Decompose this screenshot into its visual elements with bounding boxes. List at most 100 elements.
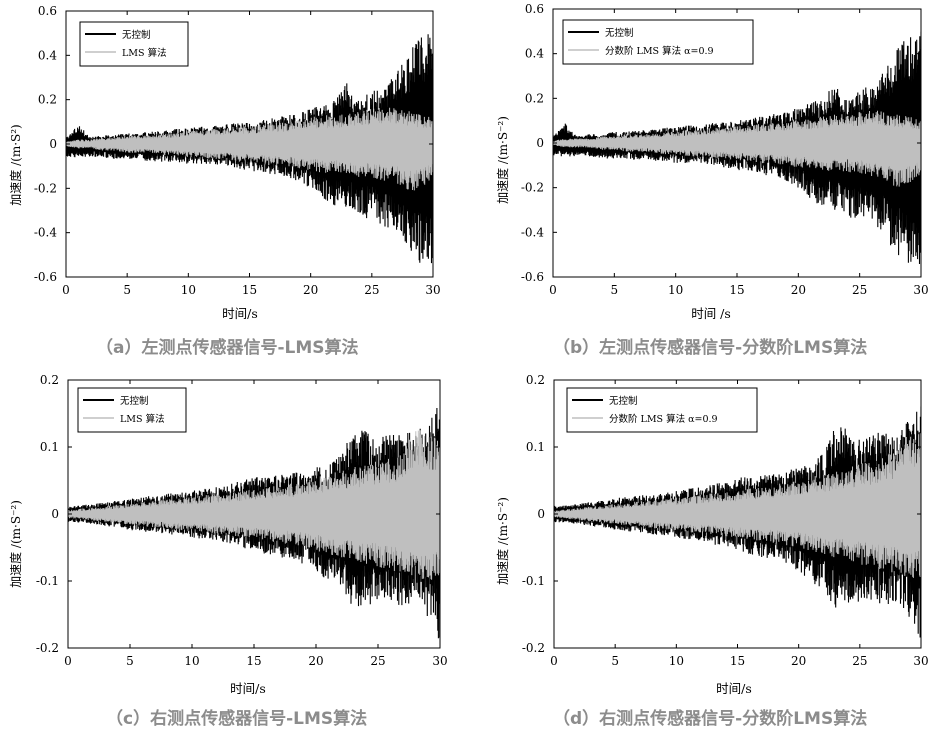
chart-d: 0 5 10 15 20 25 30 0.2 0.1 0 -0.1 -0.2 时间/s 加速度 /(m·S…: [495, 373, 929, 696]
y-tick-label: 0.4: [38, 48, 57, 62]
chart-a: 0 5 10 15 20 25 30 0.6 0.4 0.2 0 -0.2 -0.4 -0.6 时间/s 加速…: [8, 4, 441, 321]
legend-box: [79, 21, 189, 67]
y-tick-label: 0: [49, 137, 57, 151]
series-uncontrolled-line: [66, 34, 433, 264]
plot-area: [68, 407, 440, 639]
x-tick-label: 10: [668, 283, 683, 297]
y-tick-label: 0: [537, 507, 545, 521]
y-tick-label: 0.2: [525, 91, 544, 105]
y-axis-label: 加速度 /(m·S⁻²): [495, 116, 510, 204]
plot-area: [554, 406, 921, 638]
legend-label: LMS 算法: [122, 47, 167, 59]
series-uncontrolled-line: [68, 407, 440, 639]
x-tick-label: 25: [364, 283, 379, 297]
y-tick-label: -0.1: [36, 574, 59, 588]
y-tick-label: 0.2: [38, 93, 57, 107]
y-tick-label: 0.6: [38, 4, 57, 18]
chart-panel-a: 0 5 10 15 20 25 30 0.6 0.4 0.2 0 -0.2 -0.4 -0.6 时间/s 加速…: [0, 0, 467, 366]
y-tick-label: -0.4: [521, 225, 545, 239]
x-tick-label: 25: [852, 283, 867, 297]
chart-panel-d: 0 5 10 15 20 25 30 0.2 0.1 0 -0.1 -0.2 时间/s 加速度 /(m·S…: [467, 366, 934, 732]
x-tick-label: 30: [425, 283, 440, 297]
x-tick-label: 5: [611, 283, 619, 297]
y-tick-label: 0.2: [526, 373, 545, 387]
legend-label: 无控制: [120, 395, 149, 407]
x-tick-label: 10: [181, 283, 196, 297]
chart-panel-c: 0 5 10 15 20 25 30 0.2 0.1 0 -0.1 -0.2 时间/s 加速度 /(m·S…: [0, 366, 467, 732]
x-tick-label: 30: [913, 654, 928, 668]
chart-b: 0 5 10 15 20 25 30 0.6 0.4 0.2 0 -0.2 -0.4 -0.6 时间 /s 加…: [495, 2, 929, 321]
x-tick-label: 30: [432, 654, 447, 668]
y-tick-label: 0.6: [525, 2, 544, 16]
y-tick-label: -0.4: [34, 226, 58, 240]
legend-box: [77, 387, 187, 433]
x-tick-label: 15: [246, 654, 261, 668]
legend-box: [562, 19, 754, 65]
x-tick-label: 0: [64, 654, 72, 668]
x-tick-label: 30: [913, 283, 928, 297]
legend-label: 分数阶 LMS 算法 α=0.9: [605, 45, 714, 57]
plot-area: [553, 31, 921, 265]
x-tick-label: 25: [370, 654, 385, 668]
series-controlled-line: [553, 110, 921, 187]
legend-label: 无控制: [609, 395, 638, 407]
y-tick-label: 0.4: [525, 47, 544, 61]
x-tick-label: 15: [729, 283, 744, 297]
caption-d: （d）右测点传感器信号-分数阶LMS算法: [553, 709, 868, 729]
y-tick-label: -0.2: [522, 641, 545, 655]
y-tick-label: -0.1: [522, 574, 545, 588]
y-axis-label: 加速度 /(m·S⁻²): [495, 497, 510, 585]
x-tick-label: 5: [126, 654, 134, 668]
y-tick-label: 0: [536, 136, 544, 150]
x-tick-label: 0: [550, 654, 558, 668]
caption-a: （a）左测点传感器信号-LMS算法: [96, 338, 359, 358]
y-tick-label: 0: [51, 507, 59, 521]
x-tick-label: 10: [184, 654, 199, 668]
y-tick-label: -0.2: [34, 181, 57, 195]
y-tick-label: 0.1: [40, 440, 59, 454]
chart-c: 0 5 10 15 20 25 30 0.2 0.1 0 -0.1 -0.2 时间/s 加速度 /(m·S…: [8, 373, 448, 696]
series-controlled-line: [68, 430, 440, 580]
legend-label: 无控制: [605, 27, 634, 39]
y-tick-label: -0.6: [34, 270, 57, 284]
y-tick-label: -0.2: [36, 641, 59, 655]
legend-box: [566, 387, 758, 433]
legend: 无控制 LMS 算法: [79, 21, 189, 67]
plot-area: [66, 34, 433, 264]
x-tick-label: 10: [669, 654, 684, 668]
x-tick-label: 20: [791, 283, 806, 297]
series-uncontrolled-line: [554, 406, 921, 638]
x-tick-label: 5: [611, 654, 619, 668]
x-tick-label: 5: [123, 283, 131, 297]
series-controlled-line: [554, 433, 921, 578]
caption-b: （b）左测点传感器信号-分数阶LMS算法: [553, 338, 868, 358]
series-uncontrolled-line: [553, 31, 921, 265]
y-tick-label: -0.2: [521, 181, 544, 195]
y-tick-label: 0.1: [526, 440, 545, 454]
x-tick-label: 25: [852, 654, 867, 668]
y-axis-label: 加速度 /(m·S²): [8, 124, 23, 205]
x-tick-label: 0: [549, 283, 557, 297]
x-tick-label: 20: [308, 654, 323, 668]
y-tick-label: 0.2: [40, 373, 59, 387]
legend-label: 无控制: [122, 29, 151, 41]
x-axis-label: 时间/s: [222, 306, 258, 321]
x-axis-label: 时间/s: [716, 681, 752, 696]
legend-label: 分数阶 LMS 算法 α=0.9: [609, 413, 718, 425]
x-axis-label: 时间 /s: [691, 306, 731, 321]
y-tick-label: -0.6: [521, 270, 544, 284]
y-axis-label: 加速度 /(m·S⁻²): [8, 500, 23, 588]
chart-panel-b: 0 5 10 15 20 25 30 0.6 0.4 0.2 0 -0.2 -0.4 -0.6 时间 /s 加…: [467, 0, 934, 366]
x-tick-label: 15: [730, 654, 745, 668]
legend-label: LMS 算法: [120, 413, 165, 425]
series-controlled-line: [66, 107, 433, 191]
x-axis-label: 时间/s: [230, 681, 266, 696]
x-tick-label: 0: [62, 283, 70, 297]
caption-c: （c）右测点传感器信号-LMS算法: [106, 709, 368, 729]
x-tick-label: 15: [242, 283, 257, 297]
x-tick-label: 20: [303, 283, 318, 297]
x-tick-label: 20: [791, 654, 806, 668]
legend: 无控制 LMS 算法: [77, 387, 187, 433]
